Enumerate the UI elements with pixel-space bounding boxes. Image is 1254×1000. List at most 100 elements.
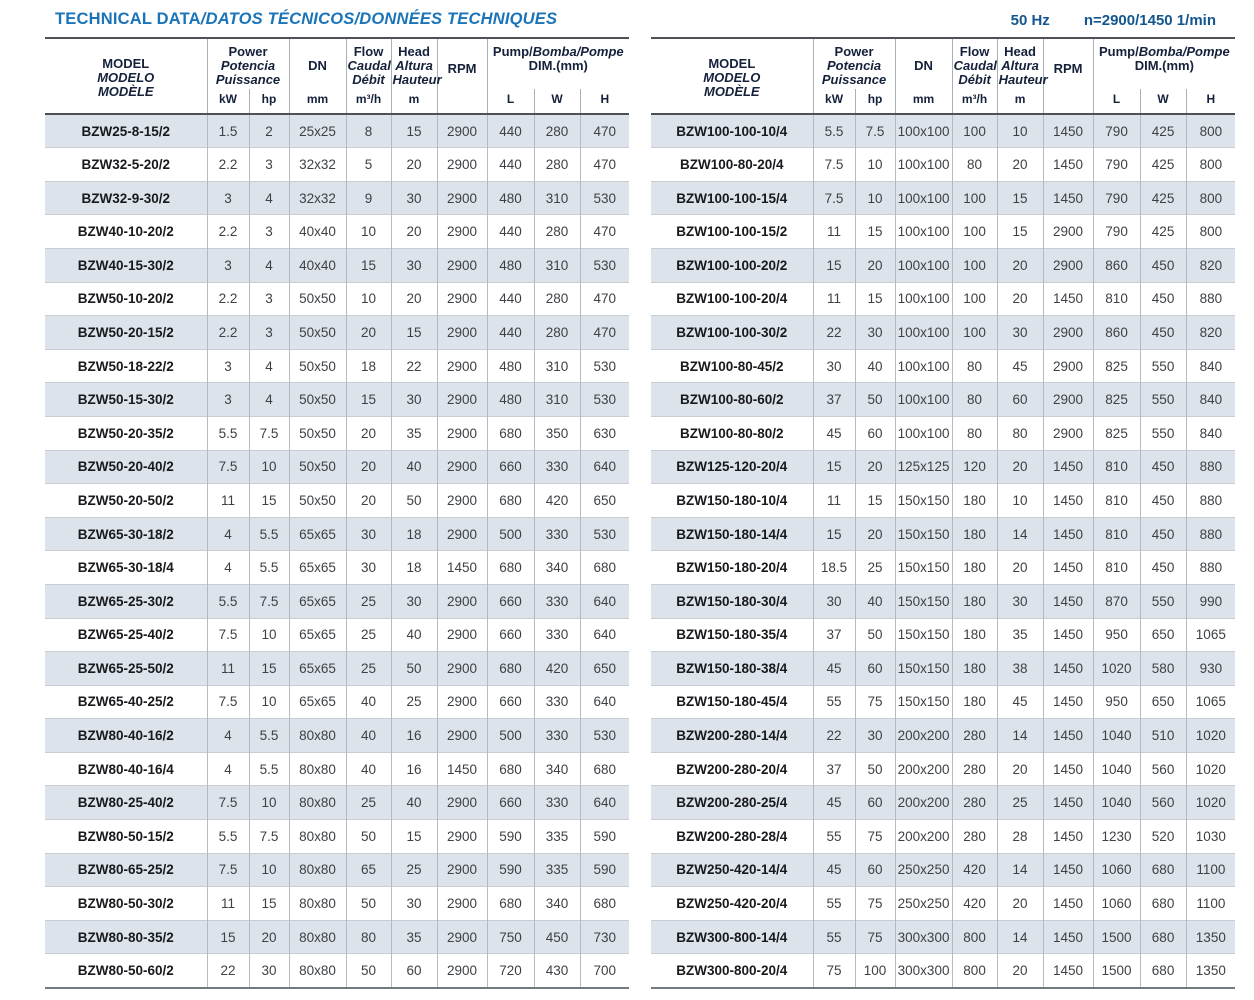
value-cell: 37 (812, 618, 856, 652)
unit-kw: kW (812, 89, 856, 115)
value-cell: 37 (812, 752, 856, 786)
value-cell: 1450 (1042, 147, 1094, 182)
value-cell: 100 (951, 248, 998, 283)
value-cell: 2900 (1042, 214, 1094, 249)
value-cell: 1450 (1042, 752, 1094, 786)
value-cell: 25 (854, 550, 896, 585)
value-cell: 330 (533, 517, 581, 551)
table-row: BZW100-80-20/4 7.5 10 100x100 80 20 1450 790 425… (651, 147, 1236, 182)
model-cell: BZW80-25-40/2 (77, 795, 174, 811)
value-cell: 650 (1139, 618, 1187, 652)
value-cell: 35 (996, 618, 1044, 652)
value-cell: 950 (1092, 685, 1141, 719)
value-cell: 5.5 (206, 819, 249, 854)
value-cell: 450 (1139, 248, 1187, 283)
value-cell: 720 (486, 953, 535, 988)
value-cell: 5.5 (206, 584, 249, 618)
value-cell: 2900 (436, 517, 488, 551)
value-cell: 5.5 (812, 114, 856, 148)
value-cell: 550 (1139, 349, 1187, 383)
value-cell: 430 (533, 953, 581, 988)
value-cell: 800 (1185, 214, 1236, 249)
value-cell: 7.5 (206, 853, 249, 887)
value-cell: 40 (345, 718, 392, 753)
model-cell: BZW50-15-30/2 (77, 392, 174, 408)
value-cell: 1450 (1042, 618, 1094, 652)
value-cell: 150x150 (894, 517, 953, 551)
col-header-dn: DN (894, 38, 953, 90)
value-cell: 22 (390, 349, 438, 383)
table-row: BZW80-50-30/2 11 15 80x80 50 30 2900 680 340 680 (45, 886, 630, 921)
model-cell: BZW50-20-40/2 (77, 459, 174, 475)
value-cell: 20 (345, 483, 392, 518)
value-cell: 120 (951, 450, 998, 484)
value-cell: 840 (1185, 382, 1236, 417)
value-cell: 280 (533, 214, 581, 249)
table-body-left: BZW25-8-15/2 1.5 2 25x25 8 15 2900 440 280 470 BZW… (45, 114, 630, 988)
table-row: BZW50-15-30/2 3 4 50x50 15 30 2900 480 310 530 (45, 382, 630, 417)
value-cell: 30 (996, 315, 1044, 350)
value-cell: 810 (1092, 483, 1141, 518)
model-cell: BZW150-180-35/4 (676, 627, 788, 643)
value-cell: 640 (579, 685, 630, 719)
value-cell: 37 (812, 382, 856, 417)
value-cell: 5.5 (248, 550, 290, 585)
value-cell: 5 (345, 147, 392, 182)
table-row: BZW80-40-16/4 4 5.5 80x80 40 16 1450 680 340 680 (45, 752, 630, 786)
value-cell: 450 (1139, 282, 1187, 316)
value-cell: 200x200 (894, 752, 953, 786)
table-row: BZW50-20-15/2 2.2 3 50x50 20 15 2900 440 280 470 (45, 315, 630, 350)
value-cell: 50x50 (288, 315, 347, 350)
value-cell: 20 (345, 315, 392, 350)
model-cell: BZW65-25-50/2 (77, 660, 174, 676)
col-header-rpm: RPM (1042, 38, 1094, 115)
value-cell: 660 (486, 584, 535, 618)
unit-kw: kW (206, 89, 249, 115)
value-cell: 800 (951, 953, 998, 988)
value-cell: 1.5 (206, 114, 249, 148)
col-header-dim: Pump/Bomba/Pompe DIM.(mm) (1092, 38, 1236, 90)
value-cell: 680 (579, 886, 630, 921)
model-cell: BZW50-10-20/2 (77, 291, 174, 307)
value-cell: 65x65 (288, 685, 347, 719)
value-cell: 45 (996, 349, 1044, 383)
value-cell: 2900 (436, 718, 488, 753)
value-cell: 100 (854, 953, 896, 988)
value-cell: 480 (486, 349, 535, 383)
value-cell: 7.5 (206, 618, 249, 652)
value-cell: 825 (1092, 349, 1141, 383)
value-cell: 1450 (1042, 450, 1094, 484)
value-cell: 18 (390, 550, 438, 585)
value-cell: 40 (390, 785, 438, 820)
value-cell: 10 (248, 853, 290, 887)
value-cell: 50 (854, 382, 896, 417)
value-cell: 860 (1092, 248, 1141, 283)
model-cell: BZW200-280-20/4 (676, 761, 788, 777)
value-cell: 2900 (436, 181, 488, 215)
value-cell: 11 (812, 214, 856, 249)
value-cell: 3 (206, 349, 249, 383)
value-cell: 1100 (1185, 853, 1236, 887)
value-cell: 2900 (436, 382, 488, 417)
value-cell: 15 (248, 886, 290, 921)
value-cell: 45 (812, 853, 856, 887)
value-cell: 7.5 (854, 114, 896, 148)
value-cell: 860 (1092, 315, 1141, 350)
value-cell: 880 (1185, 282, 1236, 316)
value-cell: 2900 (436, 214, 488, 249)
value-cell: 750 (486, 920, 535, 954)
value-cell: 30 (390, 248, 438, 283)
value-cell: 50 (854, 618, 896, 652)
value-cell: 3 (206, 382, 249, 417)
table-row: BZW80-65-25/2 7.5 10 80x80 65 25 2900 590 335 590 (45, 853, 630, 887)
value-cell: 700 (579, 953, 630, 988)
value-cell: 1450 (1042, 853, 1094, 887)
value-cell: 10 (345, 214, 392, 249)
value-cell: 14 (996, 517, 1044, 551)
value-cell: 790 (1092, 114, 1141, 148)
value-cell: 15 (345, 248, 392, 283)
value-cell: 580 (1139, 651, 1187, 686)
value-cell: 1450 (1042, 550, 1094, 585)
value-cell: 3 (248, 147, 290, 182)
value-cell: 10 (248, 618, 290, 652)
